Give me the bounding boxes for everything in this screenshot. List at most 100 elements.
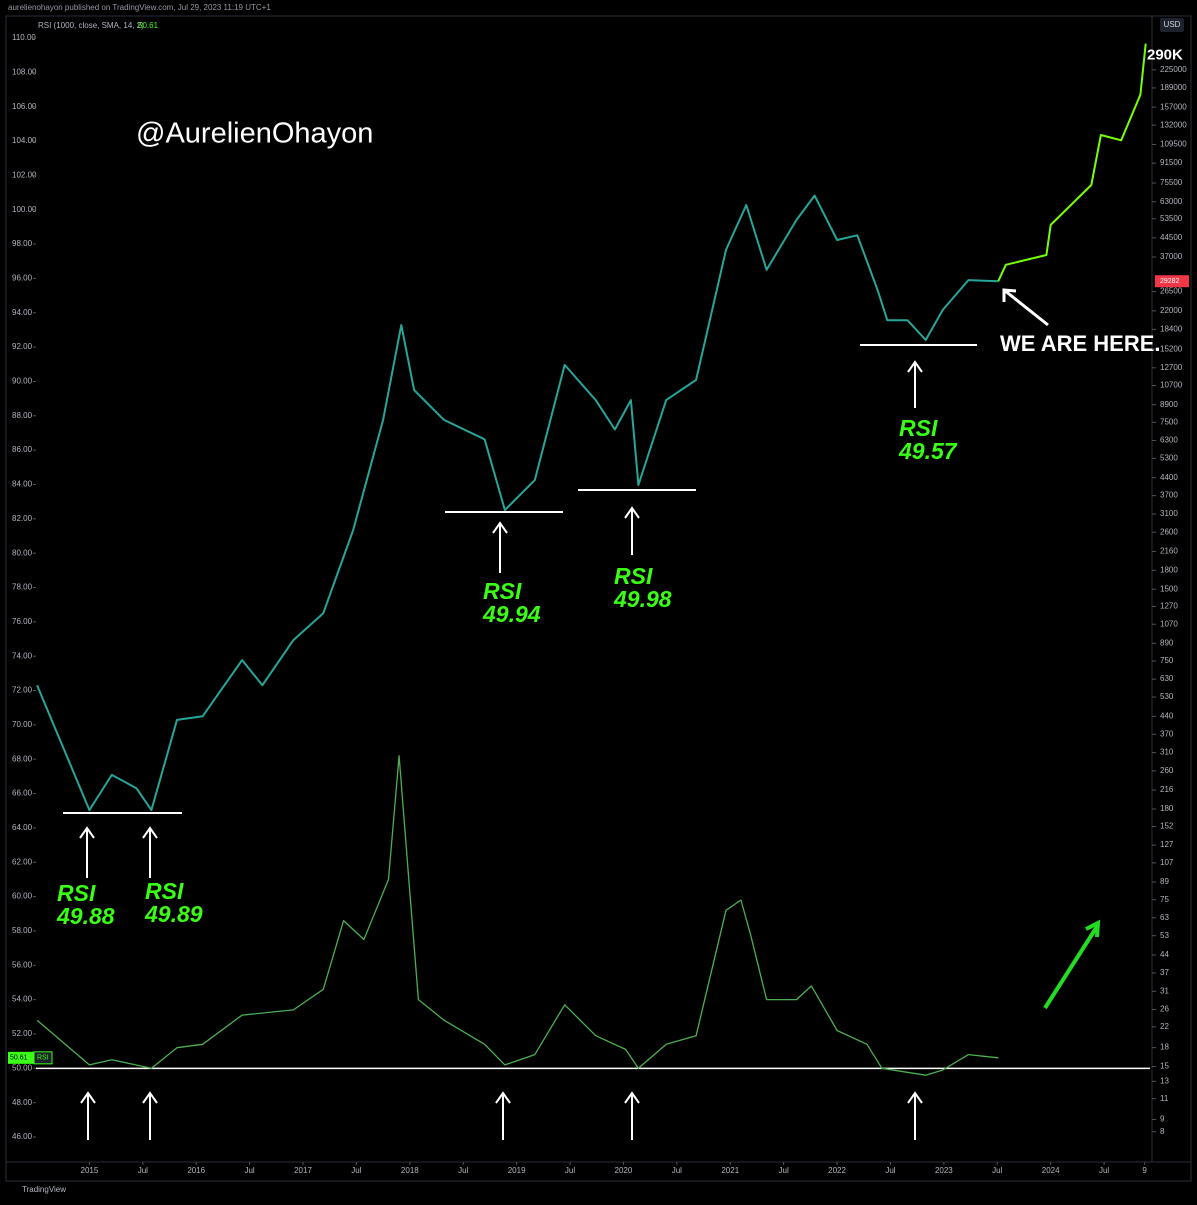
y2-tick-label: 2160 — [1160, 547, 1178, 556]
y2-tick-label: 18 — [1160, 1043, 1169, 1052]
series-line — [997, 43, 1147, 282]
y2-tick-label: 53500 — [1160, 214, 1183, 223]
y2-tick-label: 15 — [1160, 1062, 1169, 1071]
y-tick-label: 56.00 — [12, 960, 33, 969]
price-last-box — [1155, 275, 1189, 288]
y2-tick-label: 7500 — [1160, 418, 1178, 427]
y-tick-label: 86.00 — [12, 445, 33, 454]
x-tick-label: Jul — [992, 1166, 1002, 1175]
x-tick-label: 2019 — [508, 1166, 526, 1175]
arrow — [907, 360, 923, 408]
y2-tick-label: 37 — [1160, 968, 1169, 977]
price-last-value: 29282 — [1160, 278, 1180, 285]
x-tick-label: 2017 — [294, 1166, 312, 1175]
y-tick-label: 68.00 — [12, 754, 33, 763]
y2-tick-label: 5300 — [1160, 453, 1178, 462]
y2-tick-label: 530 — [1160, 692, 1174, 701]
y2-tick-label: 63000 — [1160, 197, 1183, 206]
footer: TradingView — [22, 1185, 66, 1194]
y-tick-label: 48.00 — [12, 1098, 33, 1107]
y-tick-label: 84.00 — [12, 480, 33, 489]
y2-tick-label: 89 — [1160, 877, 1169, 886]
rsi-name-box — [33, 1051, 53, 1065]
currency: USD — [1164, 20, 1181, 29]
y-tick-label: 62.00 — [12, 857, 33, 866]
y-tick-label: 104.00 — [12, 136, 37, 145]
annotation-label: RSI — [614, 563, 653, 589]
annotation-label: RSI — [145, 878, 184, 904]
y2-tick-label: 189000 — [1160, 83, 1187, 92]
x-tick-label: Jul — [244, 1166, 254, 1175]
x-tick-label: Jul — [779, 1166, 789, 1175]
y-tick-label: 60.00 — [12, 892, 33, 901]
y2-tick-label: 37000 — [1160, 252, 1183, 261]
series-line — [36, 194, 999, 812]
arrow — [492, 521, 508, 573]
y2-tick-label: 10700 — [1160, 381, 1183, 390]
x-tick-label: Jul — [1099, 1166, 1109, 1175]
y2-tick-label: 53 — [1160, 931, 1169, 940]
y2-tick-label: 630 — [1160, 674, 1174, 683]
x-tick-label: 2023 — [935, 1166, 953, 1175]
y2-tick-label: 12700 — [1160, 363, 1183, 372]
y-tick-label: 90.00 — [12, 377, 33, 386]
annotation-label: RSI — [899, 415, 938, 441]
y-tick-label: 94.00 — [12, 308, 33, 317]
annotation-value: 49.98 — [613, 586, 672, 612]
y-tick-label: 78.00 — [12, 583, 33, 592]
y-tick-label: 76.00 — [12, 617, 33, 626]
x-tick-label: 2016 — [187, 1166, 205, 1175]
y-tick-label: 92.00 — [12, 342, 33, 351]
y2-tick-label: 890 — [1160, 638, 1174, 647]
y2-tick-label: 107 — [1160, 858, 1174, 867]
y2-tick-label: 127 — [1160, 840, 1174, 849]
y2-tick-label: 22 — [1160, 1022, 1169, 1031]
y2-tick-label: 6300 — [1160, 436, 1178, 445]
y-tick-label: 82.00 — [12, 514, 33, 523]
y2-tick-label: 3100 — [1160, 509, 1178, 518]
y2-tick-label: 1270 — [1160, 602, 1178, 611]
x-tick-label: Jul — [565, 1166, 575, 1175]
x-tick-label: Jul — [458, 1166, 468, 1175]
y2-tick-label: 260 — [1160, 766, 1174, 775]
arrow — [142, 1091, 158, 1140]
x-tick-label: Jul — [138, 1166, 148, 1175]
y2-tick-label: 2600 — [1160, 527, 1178, 536]
annotation: WE ARE HERE. — [1000, 331, 1161, 356]
arrow — [79, 826, 95, 878]
y-tick-label: 50.00 — [12, 1063, 33, 1072]
y-tick-label: 70.00 — [12, 720, 33, 729]
annotation-label: RSI — [483, 578, 522, 604]
arrows — [79, 288, 1049, 1140]
x-tick-label: Jul — [885, 1166, 895, 1175]
arrow — [1002, 288, 1049, 327]
y2-tick-label: 26500 — [1160, 287, 1183, 296]
y2-tick-label: 15200 — [1160, 344, 1183, 353]
arrow — [495, 1091, 511, 1140]
y2-tick-label: 370 — [1160, 729, 1174, 738]
y-tick-label: 74.00 — [12, 651, 33, 660]
rsi-last-box — [8, 1051, 34, 1064]
x-tick-label: 2018 — [401, 1166, 419, 1175]
y2-tick-label: 44500 — [1160, 233, 1183, 242]
y2-tick-label: 13 — [1160, 1076, 1169, 1085]
y-tick-label: 66.00 — [12, 789, 33, 798]
annotation-label: RSI — [57, 880, 96, 906]
y2-tick-label: 310 — [1160, 748, 1174, 757]
x-tick-label: 9 — [1142, 1166, 1147, 1175]
y-tick-label: 54.00 — [12, 995, 33, 1004]
y2-tick-label: 11 — [1160, 1094, 1169, 1103]
y2-tick-label: 18400 — [1160, 324, 1183, 333]
target-label: 290K — [1147, 47, 1183, 64]
y2-tick-label: 152 — [1160, 822, 1174, 831]
annotation-value: 49.94 — [482, 601, 541, 627]
y2-tick-label: 91500 — [1160, 158, 1183, 167]
x-tick-label: 2021 — [721, 1166, 739, 1175]
y-tick-label: 96.00 — [12, 274, 33, 283]
arrow — [142, 826, 158, 878]
y2-tick-label: 216 — [1160, 785, 1174, 794]
y-tick-label: 106.00 — [12, 102, 37, 111]
y2-tick-label: 1070 — [1160, 619, 1178, 628]
y2-tick-label: 132000 — [1160, 120, 1187, 129]
